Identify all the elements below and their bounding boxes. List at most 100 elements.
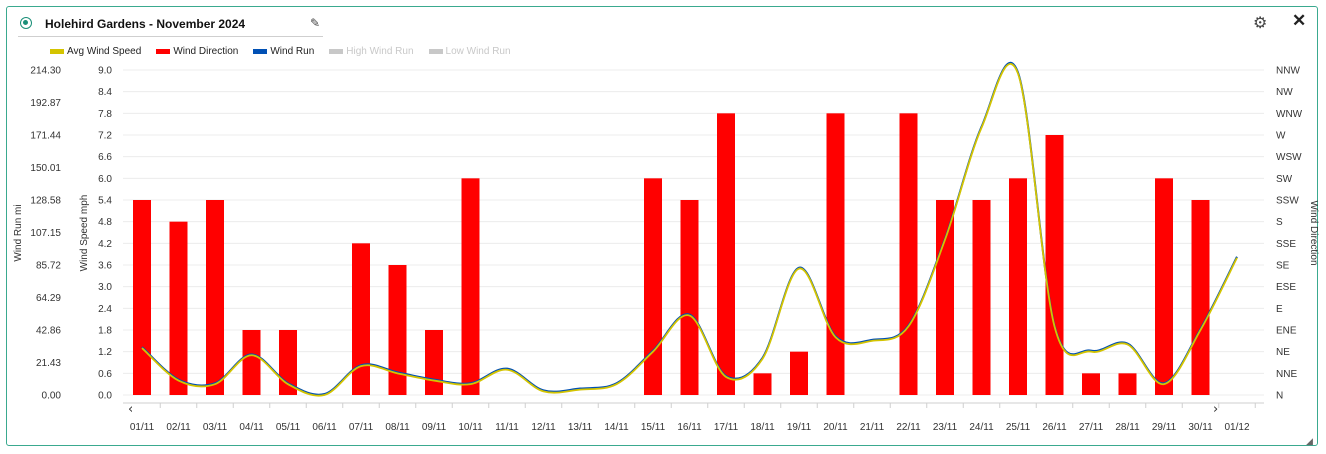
speed-tick-label: 5.4 bbox=[98, 196, 112, 207]
direction-tick-label: SSE bbox=[1276, 239, 1296, 250]
wind-direction-bar bbox=[461, 178, 480, 395]
x-tick-label: 19/11 bbox=[787, 422, 812, 433]
wind-direction-bar bbox=[899, 113, 918, 395]
x-tick-label: 13/11 bbox=[568, 422, 593, 433]
direction-tick-label: ENE bbox=[1276, 326, 1297, 337]
direction-tick-label: SSW bbox=[1276, 196, 1299, 207]
direction-tick-label: WSW bbox=[1276, 152, 1302, 163]
wind-direction-bar bbox=[826, 113, 845, 395]
wind-direction-bar bbox=[972, 200, 991, 395]
speed-tick-label: 4.2 bbox=[98, 239, 112, 250]
run-tick-label: 85.72 bbox=[36, 261, 61, 272]
x-tick-label: 07/11 bbox=[349, 422, 374, 433]
wind-direction-bar bbox=[1191, 200, 1210, 395]
wind-direction-bar bbox=[680, 200, 699, 395]
legend-swatch bbox=[253, 48, 268, 54]
speed-tick-label: 4.8 bbox=[98, 217, 112, 228]
legend-item-avg-wind-speed[interactable]: Avg Wind Speed bbox=[50, 44, 141, 58]
x-tick-label: 14/11 bbox=[604, 422, 629, 433]
x-tick-label: 29/11 bbox=[1152, 422, 1177, 433]
legend-label: Wind Direction bbox=[173, 45, 239, 57]
run-tick-label: 128.58 bbox=[30, 196, 61, 207]
x-tick-label: 01/11 bbox=[130, 422, 155, 433]
x-tick-label: 10/11 bbox=[458, 422, 483, 433]
resize-handle-icon[interactable]: ◢ bbox=[1306, 436, 1313, 446]
legend-item-wind-run[interactable]: Wind Run bbox=[253, 44, 314, 58]
speed-tick-label: 3.0 bbox=[98, 282, 112, 293]
speed-axis-title: Wind Speed mph bbox=[79, 195, 90, 272]
run-tick-label: 21.43 bbox=[36, 358, 61, 369]
speed-tick-label: 6.0 bbox=[98, 174, 112, 185]
run-tick-label: 0.00 bbox=[42, 391, 62, 402]
speed-tick-label: 9.0 bbox=[98, 66, 112, 77]
direction-tick-label: NE bbox=[1276, 347, 1290, 358]
legend-item-low-wind-run[interactable]: Low Wind Run bbox=[428, 44, 511, 58]
legend-label: High Wind Run bbox=[346, 45, 414, 57]
direction-tick-label: W bbox=[1276, 131, 1286, 142]
x-tick-label: 04/11 bbox=[239, 422, 264, 433]
legend-item-wind-direction[interactable]: Wind Direction bbox=[156, 44, 238, 58]
run-tick-label: 214.30 bbox=[30, 66, 61, 77]
scroll-left-icon[interactable]: ‹ bbox=[128, 402, 133, 417]
legend-item-high-wind-run[interactable]: High Wind Run bbox=[329, 44, 414, 58]
direction-tick-label: NNW bbox=[1276, 66, 1300, 77]
wind-direction-bar bbox=[169, 221, 188, 395]
speed-tick-label: 2.4 bbox=[98, 304, 112, 315]
x-tick-label: 20/11 bbox=[823, 422, 848, 433]
avg-wind-speed-line bbox=[141, 63, 1238, 397]
wind-direction-bar bbox=[717, 113, 735, 395]
wind-direction-bar bbox=[242, 330, 261, 395]
wind-direction-bar bbox=[279, 330, 297, 395]
x-tick-label: 25/11 bbox=[1006, 422, 1031, 433]
legend-swatch bbox=[50, 48, 64, 54]
direction-tick-label: NW bbox=[1276, 87, 1293, 98]
wind-direction-bar bbox=[206, 200, 224, 395]
x-tick-label: 28/11 bbox=[1115, 422, 1140, 433]
wind-direction-bar bbox=[753, 373, 772, 395]
wind-direction-bar bbox=[133, 200, 151, 395]
x-tick-label: 16/11 bbox=[677, 422, 702, 433]
x-tick-label: 03/11 bbox=[203, 422, 228, 433]
x-tick-label: 24/11 bbox=[969, 422, 994, 433]
x-tick-label: 17/11 bbox=[714, 422, 739, 433]
x-tick-label: 23/11 bbox=[933, 422, 958, 433]
scroll-right-icon[interactable]: › bbox=[1213, 402, 1218, 417]
x-tick-label: 05/11 bbox=[276, 422, 301, 433]
pencil-icon[interactable]: ✎ bbox=[310, 16, 321, 30]
legend: Avg Wind Speed Wind Direction Wind Run H… bbox=[50, 44, 511, 58]
wind-direction-bar bbox=[1045, 135, 1064, 395]
direction-tick-label: S bbox=[1276, 217, 1283, 228]
direction-tick-label: NNE bbox=[1276, 369, 1297, 380]
wind-direction-bar bbox=[425, 330, 443, 395]
x-tick-label: 22/11 bbox=[896, 422, 921, 433]
x-tick-label: 15/11 bbox=[641, 422, 666, 433]
x-tick-label: 11/11 bbox=[495, 422, 519, 433]
title-field[interactable]: Holehird Gardens - November 2024 ✎ bbox=[18, 14, 323, 37]
direction-axis-title: Wind Direction bbox=[1308, 200, 1319, 265]
direction-tick-label: WNW bbox=[1276, 109, 1303, 120]
speed-tick-label: 8.4 bbox=[98, 87, 112, 98]
direction-tick-label: E bbox=[1276, 304, 1283, 315]
x-tick-label: 30/11 bbox=[1188, 422, 1213, 433]
wind-direction-bar bbox=[644, 178, 662, 395]
run-tick-label: 42.86 bbox=[36, 326, 61, 337]
legend-label: Low Wind Run bbox=[445, 45, 511, 57]
legend-label: Wind Run bbox=[270, 45, 315, 57]
close-icon[interactable]: ✕ bbox=[1292, 11, 1307, 30]
legend-swatch bbox=[329, 48, 344, 54]
x-tick-label: 21/11 bbox=[860, 422, 885, 433]
run-axis-title: Wind Run mi bbox=[13, 204, 24, 261]
x-tick-label: 02/11 bbox=[166, 422, 191, 433]
speed-tick-label: 1.8 bbox=[98, 326, 112, 337]
x-tick-label: 09/11 bbox=[422, 422, 447, 433]
legend-label: Avg Wind Speed bbox=[67, 45, 142, 57]
x-tick-label: 12/11 bbox=[531, 422, 556, 433]
run-tick-label: 150.01 bbox=[30, 163, 61, 174]
wind-direction-bar bbox=[388, 265, 407, 395]
gear-icon[interactable]: ⚙ bbox=[1253, 15, 1268, 32]
speed-tick-label: 7.8 bbox=[98, 109, 112, 120]
wind-direction-bar bbox=[1082, 373, 1100, 395]
direction-tick-label: SW bbox=[1276, 174, 1293, 185]
radio-selected-icon[interactable] bbox=[20, 17, 32, 29]
